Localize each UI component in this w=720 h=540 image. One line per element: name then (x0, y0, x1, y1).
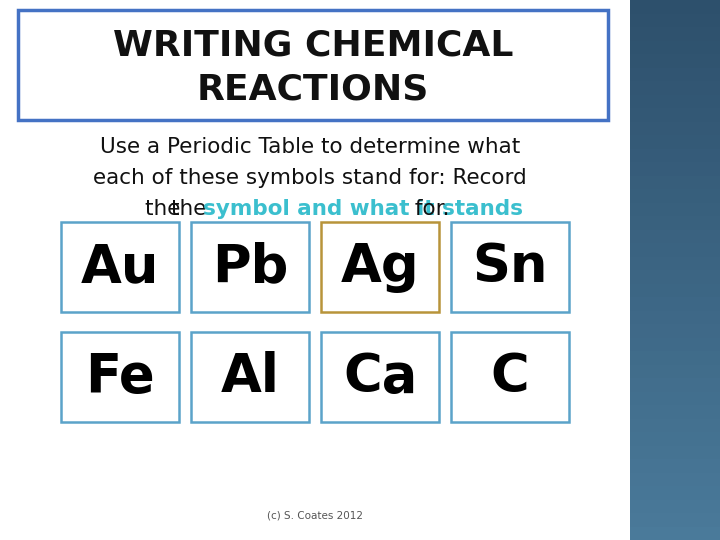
Text: Al: Al (220, 351, 279, 403)
Bar (630, 243, 720, 256)
Text: REACTIONS: REACTIONS (197, 72, 429, 106)
Bar (630, 324, 720, 338)
Bar (630, 284, 720, 297)
Bar (630, 310, 720, 324)
Bar (630, 472, 720, 486)
Bar (630, 526, 720, 540)
Bar (630, 446, 720, 459)
Bar (630, 392, 720, 405)
FancyBboxPatch shape (61, 222, 179, 312)
Bar (630, 378, 720, 392)
FancyBboxPatch shape (451, 332, 569, 422)
Bar (630, 135, 720, 148)
Bar (630, 256, 720, 270)
Bar (630, 364, 720, 378)
Text: Ca: Ca (343, 351, 417, 403)
Bar (630, 40, 720, 54)
FancyBboxPatch shape (18, 10, 608, 120)
Text: Ag: Ag (341, 241, 419, 293)
Text: Au: Au (81, 241, 159, 293)
Bar (630, 338, 720, 351)
Bar (630, 351, 720, 364)
Text: (c) S. Coates 2012: (c) S. Coates 2012 (267, 510, 363, 520)
Bar (630, 418, 720, 432)
Bar (630, 513, 720, 526)
FancyBboxPatch shape (191, 332, 309, 422)
Bar (630, 432, 720, 445)
FancyBboxPatch shape (191, 222, 309, 312)
Bar (630, 94, 720, 108)
Text: symbol and what it stands: symbol and what it stands (204, 199, 523, 219)
Bar (630, 176, 720, 189)
Bar (630, 68, 720, 81)
Text: WRITING CHEMICAL: WRITING CHEMICAL (113, 28, 513, 62)
Bar (630, 216, 720, 229)
Bar (630, 27, 720, 40)
Bar (630, 297, 720, 310)
Bar (630, 459, 720, 472)
Bar (630, 230, 720, 243)
Bar (630, 108, 720, 122)
FancyBboxPatch shape (451, 222, 569, 312)
Bar (630, 202, 720, 216)
Bar (630, 405, 720, 418)
Bar (630, 122, 720, 135)
Text: each of these symbols stand for: Record: each of these symbols stand for: Record (93, 168, 527, 188)
Bar (630, 148, 720, 162)
Text: C: C (490, 351, 529, 403)
Text: Sn: Sn (472, 241, 548, 293)
Bar (630, 486, 720, 500)
Bar (630, 14, 720, 27)
Bar (630, 54, 720, 68)
Text: Pb: Pb (212, 241, 288, 293)
FancyBboxPatch shape (321, 222, 439, 312)
FancyBboxPatch shape (61, 332, 179, 422)
Text: the: the (145, 199, 187, 219)
Bar (630, 0, 720, 14)
Bar (630, 189, 720, 202)
Text: the: the (171, 199, 213, 219)
Bar (630, 81, 720, 94)
Bar (630, 162, 720, 176)
Bar (630, 0, 720, 540)
Bar (630, 500, 720, 513)
Text: for.: for. (408, 199, 450, 219)
Text: Use a Periodic Table to determine what: Use a Periodic Table to determine what (100, 137, 520, 157)
Bar (630, 270, 720, 284)
Text: Fe: Fe (85, 351, 155, 403)
FancyBboxPatch shape (321, 332, 439, 422)
